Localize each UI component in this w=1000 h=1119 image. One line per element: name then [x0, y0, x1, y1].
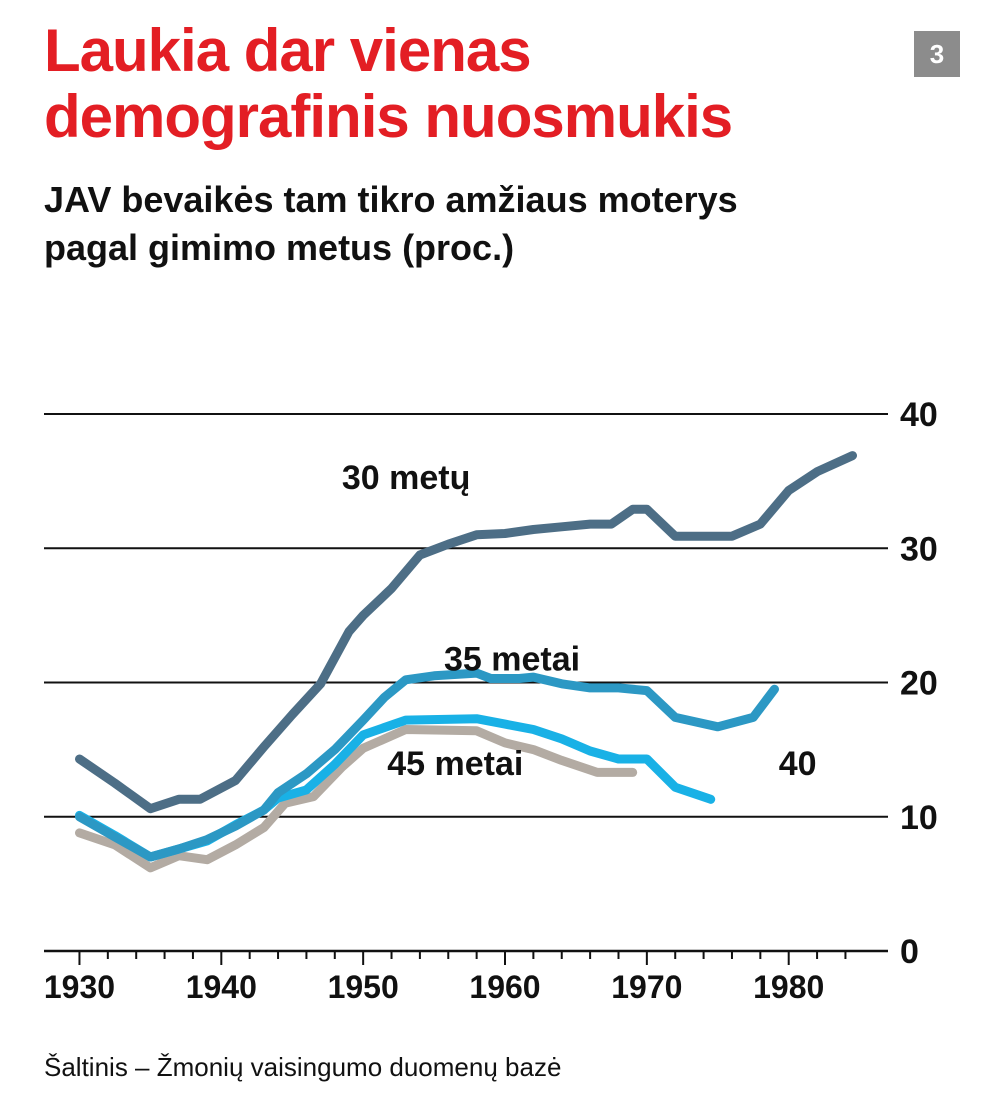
series-label: 30 metų: [342, 459, 471, 497]
grid-layer: [44, 413, 888, 818]
series-line-3: [75, 725, 638, 873]
series-label: 45 metai: [387, 745, 523, 783]
x-tick-label: 1950: [328, 969, 399, 1005]
chart-subtitle-line1: JAV bevaikės tam tikro amžiaus moterys: [44, 179, 738, 220]
chart-subtitle-line2: pagal gimimo metus (proc.): [44, 227, 515, 268]
x-tick-label: 1940: [186, 969, 257, 1005]
source-note: Šaltinis – Žmonių vaisingumo duomenų baz…: [44, 1052, 562, 1082]
y-tick-label: 40: [900, 396, 938, 434]
chart-subtitle: JAV bevaikės tam tikro amžiaus moterys p…: [44, 176, 738, 272]
series-line-2: [75, 714, 716, 862]
figure-number-badge: 3: [914, 31, 960, 77]
series-layer: [75, 451, 857, 873]
y-tick-label: 0: [900, 933, 919, 971]
x-tick-label: 1980: [753, 969, 824, 1005]
axis-layer: 0 10 20 30 40 1930 1940 1950 1960 1970 1980: [44, 396, 938, 1005]
series-label-layer: 30 metų 35 metai 45 metai 40: [342, 459, 817, 783]
chart-title-line1: Laukia dar vienas: [44, 17, 532, 84]
y-tick-label: 30: [900, 530, 938, 568]
series-label: 40: [779, 745, 817, 783]
x-tick-label: 1960: [469, 969, 540, 1005]
series-line-1: [75, 668, 779, 862]
y-tick-label: 10: [900, 799, 938, 837]
chart-title: Laukia dar vienas demografinis nuosmukis: [44, 17, 733, 150]
x-tick-label: 1930: [44, 969, 115, 1005]
series-line-0: [75, 451, 857, 814]
y-tick-label: 20: [900, 665, 938, 703]
series-label: 35 metai: [444, 640, 580, 678]
x-tick-label: 1970: [611, 969, 682, 1005]
line-chart: 30 metų 35 metai 45 metai 40 0 10 20 30 40 1930 1…: [44, 396, 938, 1005]
chart-title-line2: demografinis nuosmukis: [44, 83, 733, 150]
